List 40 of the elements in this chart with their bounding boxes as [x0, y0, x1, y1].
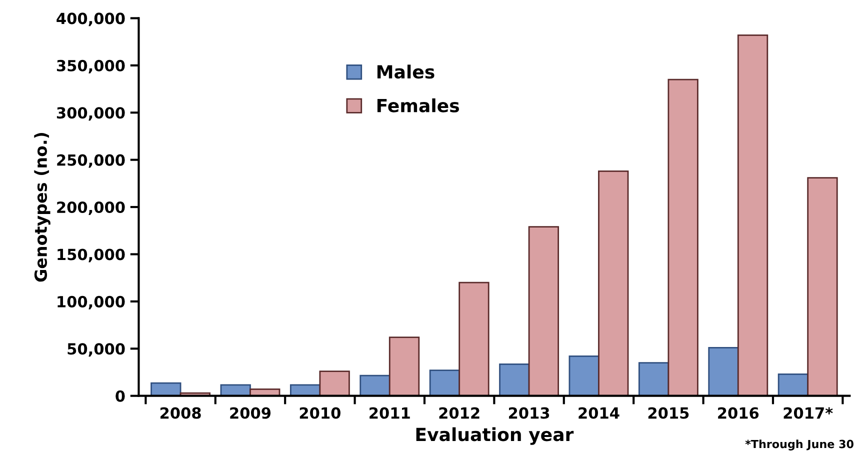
bar: [638, 362, 670, 396]
text: *Through June 30: [745, 440, 854, 450]
bar: [807, 177, 838, 396]
y-tick-label: 350,000: [56, 60, 125, 74]
bar: [598, 170, 629, 396]
bar: [668, 78, 698, 396]
legend-label: Females: [377, 98, 459, 112]
x-tick-label: 2014: [578, 407, 620, 419]
y-tick-label: 50,000: [68, 343, 125, 357]
bar: [319, 370, 350, 396]
bar: [360, 374, 390, 396]
y-tick-label: 150,000: [58, 248, 125, 262]
x-tick-label: 2011: [370, 407, 410, 419]
x-tick-label: 2009: [230, 407, 271, 419]
y-tick-label: 100,000: [58, 296, 125, 310]
bar: [568, 356, 600, 396]
x-tick-label: 2010: [300, 407, 340, 419]
bar: [737, 34, 768, 396]
bar: [150, 382, 182, 396]
x-tick-label: 2015: [648, 407, 689, 419]
bar: [528, 226, 560, 396]
x-tick-label: 2017*: [784, 407, 833, 419]
y-axis-title: Genotypes (no.): [34, 132, 50, 282]
bar: [388, 336, 420, 396]
x-tick-label: 2013: [508, 407, 550, 419]
bar: [708, 347, 739, 396]
y-tick-label: 400,000: [56, 12, 125, 26]
y-tick-label: 300,000: [56, 107, 125, 121]
y-tick-label: 0: [116, 390, 125, 402]
legend-label: Males: [377, 64, 434, 79]
x-axis-title: Evaluation year: [416, 427, 574, 445]
y-tick-label: 200,000: [57, 201, 125, 215]
bar: [499, 364, 530, 396]
x-tick-label: 2016: [718, 407, 759, 419]
bar: [458, 282, 490, 396]
x-tick-label: 2008: [160, 407, 201, 419]
bar: [429, 370, 460, 396]
y-tick-label: 250,000: [57, 154, 125, 168]
bar: [778, 373, 809, 396]
x-tick-label: 2012: [439, 407, 480, 419]
